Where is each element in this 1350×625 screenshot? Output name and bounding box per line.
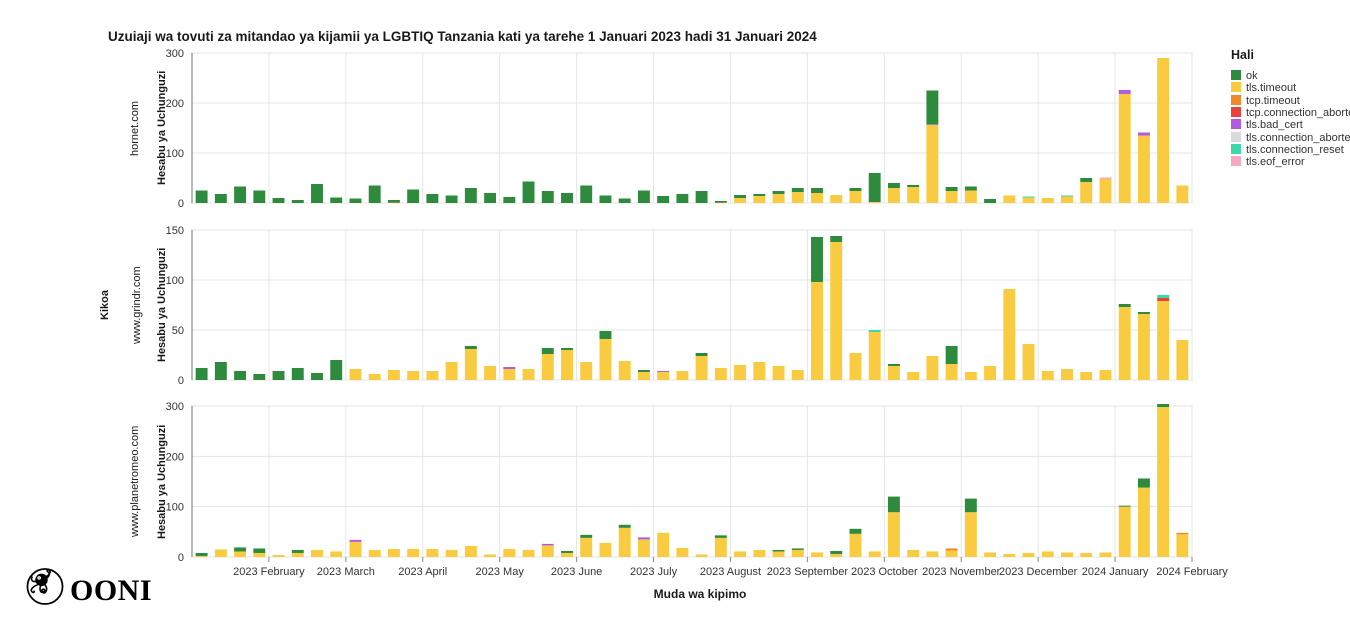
svg-text:2024 February: 2024 February	[1156, 566, 1228, 578]
svg-text:300: 300	[166, 48, 184, 60]
svg-text:2023 March: 2023 March	[317, 566, 375, 578]
svg-text:2024 January: 2024 January	[1082, 566, 1149, 578]
svg-text:2023 December: 2023 December	[999, 566, 1078, 578]
svg-text:2023 November: 2023 November	[922, 566, 1001, 578]
svg-text:2023 September: 2023 September	[767, 566, 849, 578]
svg-text:50: 50	[172, 325, 184, 337]
svg-text:150: 150	[166, 225, 184, 237]
svg-text:2023 June: 2023 June	[551, 566, 602, 578]
svg-text:100: 100	[166, 148, 184, 160]
svg-text:0: 0	[178, 375, 184, 387]
svg-text:Uzuiaji wa tovuti za mitandao: Uzuiaji wa tovuti za mitandao ya kijamii…	[108, 29, 817, 44]
svg-text:0: 0	[178, 198, 184, 210]
svg-text:200: 200	[166, 98, 184, 110]
svg-text:2023 February: 2023 February	[233, 566, 305, 578]
svg-text:200: 200	[166, 451, 184, 463]
svg-text:2023 July: 2023 July	[630, 566, 678, 578]
svg-text:2023 August: 2023 August	[700, 566, 761, 578]
svg-text:2023 April: 2023 April	[398, 566, 447, 578]
svg-text:2023 May: 2023 May	[476, 566, 525, 578]
svg-text:100: 100	[166, 275, 184, 287]
svg-text:300: 300	[166, 401, 184, 413]
svg-text:100: 100	[166, 502, 184, 514]
svg-text:2023 October: 2023 October	[851, 566, 918, 578]
svg-text:0: 0	[178, 552, 184, 564]
